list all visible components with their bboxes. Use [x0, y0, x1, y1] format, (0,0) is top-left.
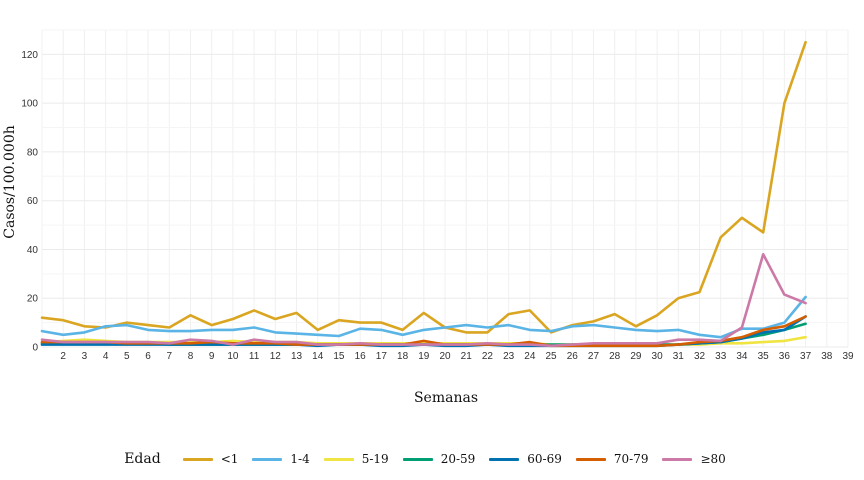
legend-items: <1 1-4 5-19 20-59 60-69 70-79 ≥80: [182, 452, 740, 466]
legend-item: 5-19: [323, 452, 389, 466]
x-tick-label: 37: [800, 351, 812, 362]
legend-item: 1-4: [252, 452, 310, 466]
legend-swatch: [323, 457, 354, 461]
series-line-1-4: [40, 295, 807, 339]
x-tick-label: 32: [694, 351, 706, 362]
legend-item: 70-79: [575, 452, 649, 466]
x-tick-label: 7: [166, 351, 172, 362]
y-tick-label: 120: [21, 50, 38, 61]
series-line-<1: [40, 40, 807, 334]
x-tick-label: 25: [545, 351, 557, 362]
x-tick-label: 2: [60, 351, 66, 362]
y-axis-title: Casos/100.000h: [2, 125, 18, 238]
legend-label: 60-69: [527, 452, 562, 466]
x-tick-label: 23: [503, 351, 515, 362]
x-axis-title: Semanas: [414, 390, 478, 406]
legend-swatch: [402, 457, 433, 461]
x-tick-label: 13: [291, 351, 303, 362]
legend-swatch: [489, 457, 520, 461]
x-tick-label: 28: [609, 351, 621, 362]
y-tick-label: 20: [27, 294, 39, 305]
x-axis-ticks: 2 3 4 5 6 7 8 9 10 11 12 13 14 15 16 17 18 19 20 21 22 23 24 25…: [60, 351, 854, 362]
y-tick-label: 40: [27, 245, 39, 256]
legend-item: ≥80: [662, 452, 726, 466]
y-tick-label: 100: [21, 99, 38, 110]
x-tick-label: 31: [673, 351, 685, 362]
x-tick-label: 27: [588, 351, 600, 362]
x-tick-label: 38: [821, 351, 833, 362]
x-tick-label: 33: [715, 351, 727, 362]
legend-label: 1-4: [290, 452, 310, 466]
x-tick-label: 14: [312, 351, 324, 362]
y-tick-label: 0: [32, 343, 38, 354]
x-tick-label: 35: [758, 351, 770, 362]
series-line-≥80: [40, 253, 807, 348]
x-tick-label: 36: [779, 351, 791, 362]
x-tick-label: 26: [567, 351, 579, 362]
x-tick-label: 3: [82, 351, 88, 362]
x-tick-label: 30: [652, 351, 664, 362]
legend-label: 70-79: [613, 452, 649, 466]
x-tick-label: 20: [439, 351, 451, 362]
x-tick-label: 9: [209, 351, 215, 362]
x-tick-label: 8: [188, 351, 194, 362]
x-tick-label: 21: [461, 351, 473, 362]
x-tick-label: 12: [270, 351, 282, 362]
series-lines: [40, 40, 807, 348]
x-tick-label: 22: [482, 351, 494, 362]
x-tick-label: 5: [124, 351, 130, 362]
legend-title: Edad: [124, 451, 161, 467]
legend-label: <1: [220, 452, 239, 466]
y-tick-label: 60: [27, 196, 39, 207]
legend-item: 60-69: [489, 452, 562, 466]
legend-label: 5-19: [361, 452, 389, 466]
x-tick-label: 34: [736, 351, 748, 362]
legend-item: 20-59: [402, 452, 476, 466]
x-tick-label: 15: [333, 351, 345, 362]
x-tick-label: 29: [630, 351, 642, 362]
legend-swatch: [575, 457, 606, 461]
legend: Edad <1 1-4 5-19 20-59 60-69 70-79 ≥80: [0, 446, 864, 472]
y-tick-label: 80: [27, 147, 39, 158]
legend-swatch: [252, 457, 283, 461]
legend-swatch: [182, 457, 213, 461]
x-tick-label: 18: [397, 351, 409, 362]
x-tick-label: 11: [249, 351, 260, 362]
x-tick-label: 39: [842, 351, 854, 362]
legend-item: <1: [182, 452, 239, 466]
x-tick-label: 24: [524, 351, 536, 362]
grid-lines: [41, 29, 849, 348]
x-tick-label: 17: [376, 351, 388, 362]
x-tick-label: 10: [227, 351, 239, 362]
y-axis-ticks: 0 20 40 60 80 100 120: [21, 50, 38, 354]
x-tick-label: 4: [103, 351, 109, 362]
legend-label: 20-59: [440, 452, 476, 466]
x-tick-label: 19: [418, 351, 430, 362]
x-tick-label: 16: [355, 351, 367, 362]
x-tick-label: 6: [145, 351, 151, 362]
legend-label: ≥80: [700, 452, 726, 466]
legend-swatch: [662, 457, 693, 461]
